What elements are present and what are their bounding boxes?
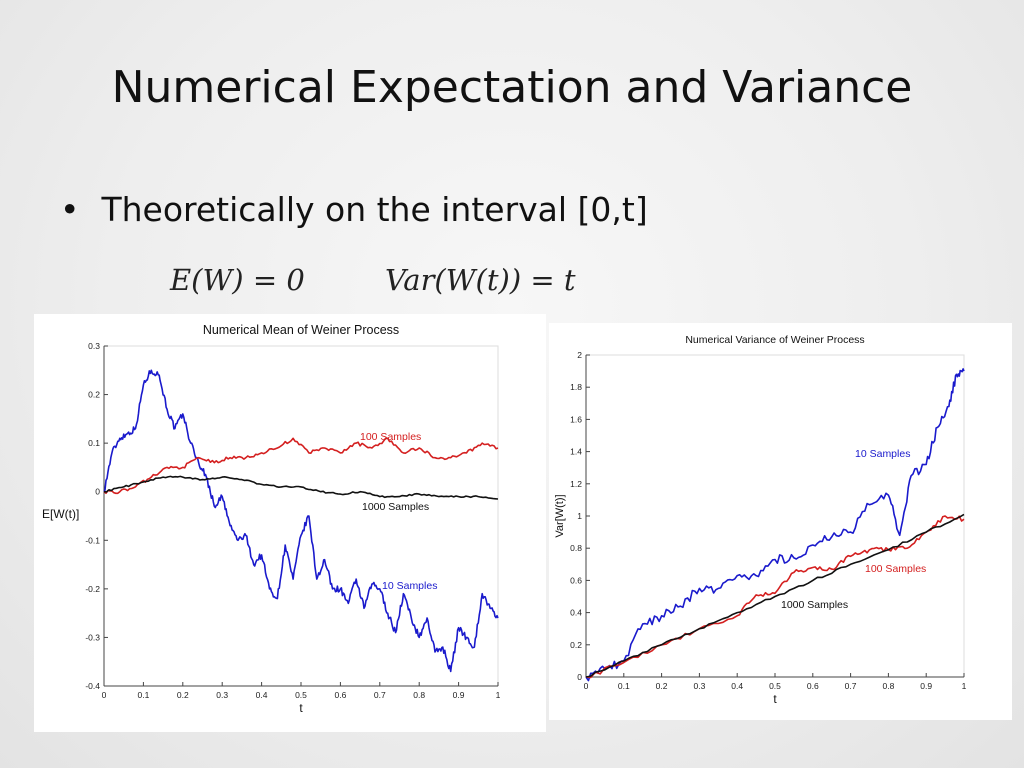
y-tick-label: 0 <box>95 487 100 497</box>
x-tick-label: 0.8 <box>413 690 425 700</box>
x-tick-label: 0.5 <box>295 690 307 700</box>
y-tick-label: -0.3 <box>85 632 100 642</box>
y-tick-label: -0.1 <box>85 535 100 545</box>
x-tick-label: 0 <box>584 681 589 691</box>
variance-chart: Numerical Variance of Weiner Process 0 0.1… <box>549 323 1012 720</box>
series-line <box>103 369 499 673</box>
x-axis-label: t <box>299 701 303 715</box>
series-label: 10 Samples <box>855 448 910 460</box>
y-axis-label: Var[W(t)] <box>554 494 566 537</box>
bullet-dot: • <box>60 190 80 229</box>
y-tick-label: 0.1 <box>88 438 100 448</box>
x-tick-label: 0.6 <box>334 690 346 700</box>
y-tick-label: -0.2 <box>85 584 100 594</box>
series-label: 1000 Samples <box>781 599 848 611</box>
x-tick-label: 0.7 <box>374 690 386 700</box>
series-line <box>585 368 965 682</box>
y-tick-label: 0.8 <box>570 543 582 553</box>
x-tick-label: 0.9 <box>453 690 465 700</box>
y-tick-label: 1.6 <box>570 414 582 424</box>
series-label: 100 Samples <box>360 431 421 443</box>
x-tick-label: 0 <box>102 690 107 700</box>
variance-chart-svg: Numerical Variance of Weiner Process 0 0.1… <box>554 334 967 706</box>
x-tick-label: 0.9 <box>920 681 932 691</box>
series-label: 1000 Samples <box>362 501 429 513</box>
chart-title: Numerical Variance of Weiner Process <box>685 334 864 346</box>
bullet-text: Theoretically on the interval [0,t] <box>101 190 648 229</box>
slide-title: Numerical Expectation and Variance <box>111 62 913 113</box>
x-tick-label: 0.3 <box>693 681 705 691</box>
x-tick-label: 0.6 <box>807 681 819 691</box>
formula-variance: Var(W(t)) = t <box>385 263 576 297</box>
y-tick-label: -0.4 <box>85 681 100 691</box>
x-tick-label: 0.1 <box>137 690 149 700</box>
y-tick-label: 0.2 <box>570 640 582 650</box>
y-tick-label: 1.4 <box>570 447 582 457</box>
y-tick-label: 0.2 <box>88 390 100 400</box>
x-tick-label: 0.7 <box>845 681 857 691</box>
y-tick-label: 2 <box>577 350 582 360</box>
x-tick-label: 0.4 <box>731 681 743 691</box>
bullet-point: • Theoretically on the interval [0,t] <box>60 190 648 229</box>
series-label: 100 Samples <box>865 563 926 575</box>
y-tick-label: 1.2 <box>570 479 582 489</box>
x-tick-label: 1 <box>962 681 967 691</box>
y-tick-label: 0.6 <box>570 575 582 585</box>
x-tick-label: 0.3 <box>216 690 228 700</box>
x-tick-label: 0.2 <box>177 690 189 700</box>
formula-mean: E(W) = 0 <box>170 263 305 297</box>
x-axis-label: t <box>773 692 777 706</box>
y-tick-label: 1 <box>577 511 582 521</box>
series-line <box>103 475 499 500</box>
y-tick-label: 0.4 <box>570 608 582 618</box>
plot-frame <box>103 345 499 687</box>
plot-frame <box>585 354 965 678</box>
x-tick-label: 0.2 <box>656 681 668 691</box>
x-tick-label: 0.4 <box>256 690 268 700</box>
x-tick-label: 0.5 <box>769 681 781 691</box>
y-tick-label: 0 <box>577 672 582 682</box>
series-label: 10 Samples <box>382 580 437 592</box>
y-axis-label: E[W(t)] <box>42 507 79 521</box>
mean-chart-svg: Numerical Mean of Weiner Process 0 0.1 0.2 0… <box>42 323 501 715</box>
x-tick-label: 1 <box>496 690 501 700</box>
y-tick-label: 1.8 <box>570 382 582 392</box>
x-tick-label: 0.8 <box>882 681 894 691</box>
y-tick-label: 0.3 <box>88 341 100 351</box>
chart-title: Numerical Mean of Weiner Process <box>203 323 399 337</box>
x-tick-label: 0.1 <box>618 681 630 691</box>
series-line <box>585 513 965 678</box>
mean-chart: Numerical Mean of Weiner Process 0 0.1 0.2 0… <box>34 314 546 732</box>
series-line <box>103 437 499 495</box>
